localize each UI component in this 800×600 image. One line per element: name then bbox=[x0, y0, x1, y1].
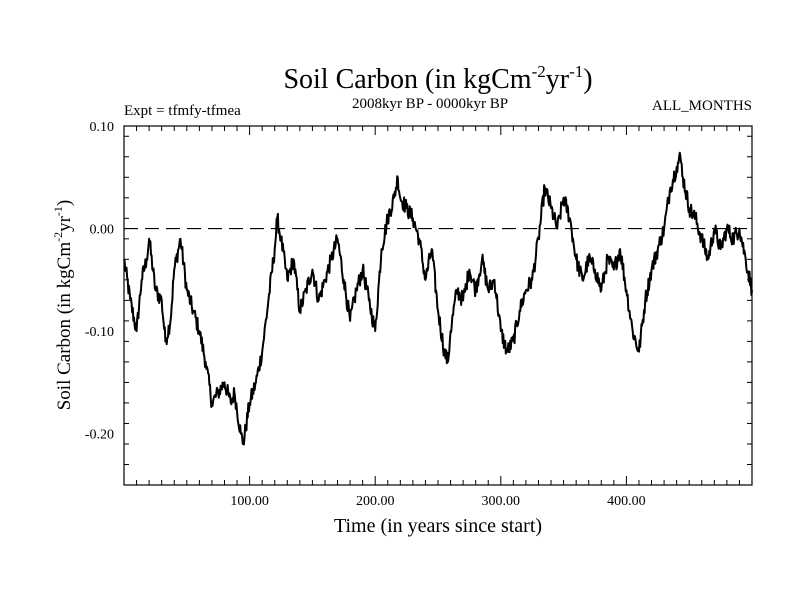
y-axis-label: Soil Carbon (in kgCm-2yr-1) bbox=[51, 200, 75, 411]
y-tick-label: 0.00 bbox=[90, 223, 115, 238]
x-tick-label: 100.00 bbox=[230, 494, 269, 509]
subtitle-center: 2008kyr BP - 0000kyr BP bbox=[352, 96, 508, 112]
series-line-soil-carbon bbox=[123, 151, 753, 446]
y-tick-label: -0.10 bbox=[85, 325, 114, 340]
chart-title: Soil Carbon (in kgCm-2yr-1) bbox=[283, 62, 592, 95]
axis-tick-labels: 100.00 200.00 300.00 400.00 0.10 0.00 -0.10 -0.… bbox=[85, 120, 646, 509]
x-axis-label: Time (in years since start) bbox=[334, 515, 542, 537]
y-tick-label: -0.20 bbox=[85, 428, 114, 443]
x-tick-label: 400.00 bbox=[607, 494, 646, 509]
y-tick-label: 0.10 bbox=[90, 120, 115, 135]
subtitle-left: Expt = tfmfy-tfmea bbox=[124, 103, 241, 119]
subtitle-right: ALL_MONTHS bbox=[652, 98, 752, 114]
x-tick-label: 300.00 bbox=[482, 494, 521, 509]
x-tick-label: 200.00 bbox=[356, 494, 395, 509]
